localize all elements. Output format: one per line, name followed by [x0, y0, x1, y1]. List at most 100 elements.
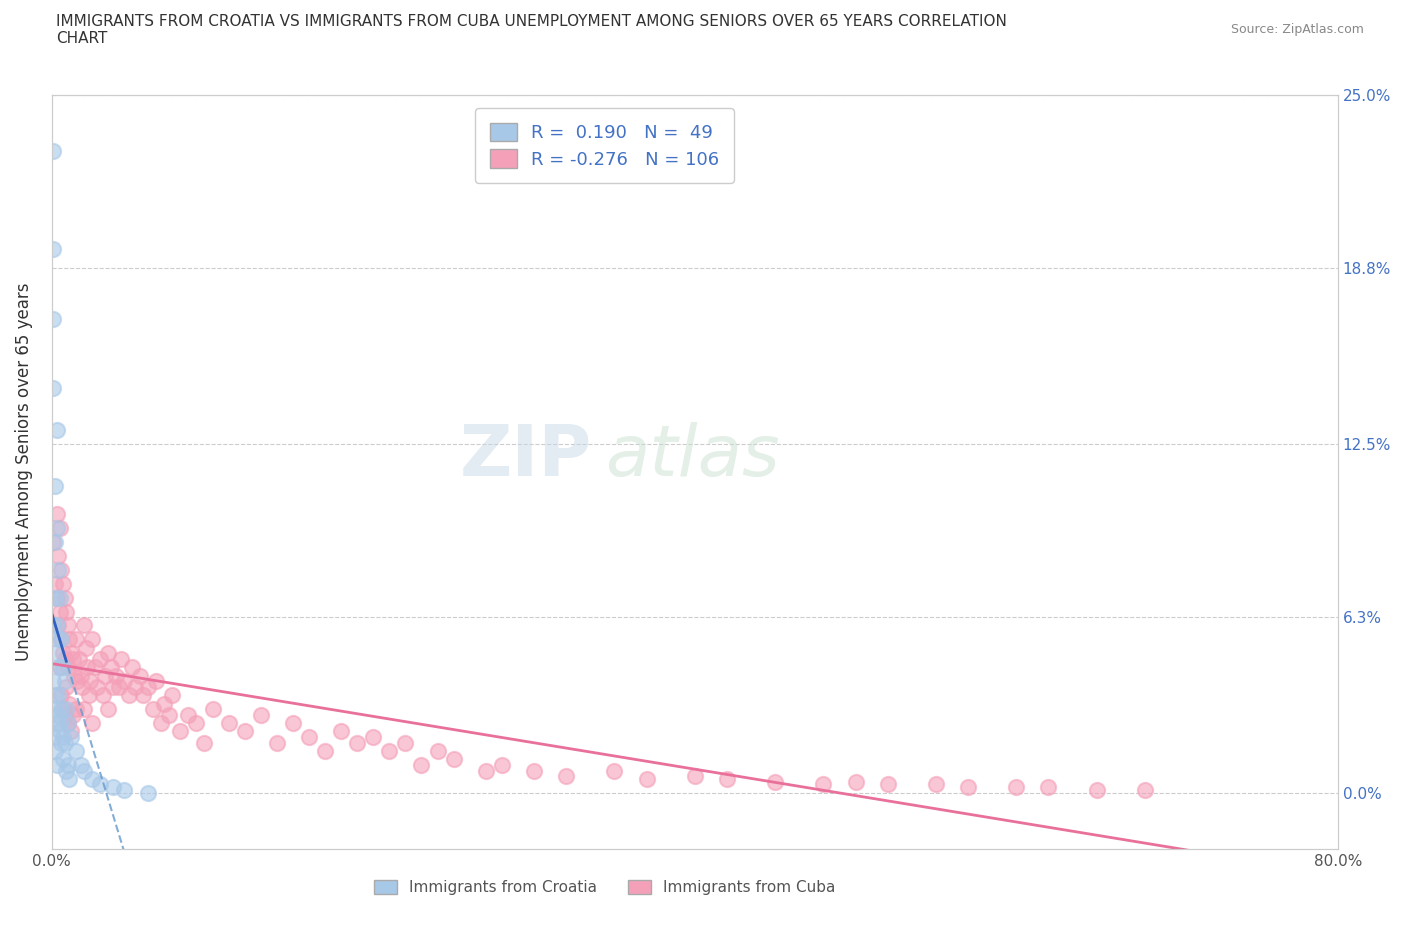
Point [46, 563, 69, 578]
Point [813, 777, 835, 792]
Point [49, 724, 72, 739]
Point [157, 708, 180, 723]
Point [56, 758, 79, 773]
Point [1085, 783, 1108, 798]
Point [763, 775, 786, 790]
Point [136, 786, 159, 801]
Point [69, 669, 91, 684]
Point [603, 764, 626, 778]
Point [49, 660, 72, 675]
Point [53, 591, 76, 605]
Point [683, 769, 706, 784]
Point [266, 736, 288, 751]
Point [51, 688, 73, 703]
Point [65, 702, 87, 717]
Point [46, 618, 69, 633]
Point [45, 716, 67, 731]
Point [84, 660, 107, 675]
Point [46, 632, 69, 647]
Point [52, 730, 75, 745]
Point [201, 702, 224, 717]
Point [45, 423, 67, 438]
Text: atlas: atlas [605, 422, 779, 491]
Point [73, 702, 96, 717]
Point [475, 764, 498, 778]
Point [52, 752, 75, 767]
Point [346, 736, 368, 751]
Point [52, 702, 75, 717]
Point [49, 604, 72, 619]
Point [46, 549, 69, 564]
Point [112, 783, 135, 798]
Point [51, 632, 73, 647]
Point [124, 680, 146, 695]
Point [52, 646, 75, 661]
Point [555, 769, 578, 784]
Point [1038, 780, 1060, 795]
Point [42, 730, 65, 745]
Point [129, 669, 152, 684]
Point [60, 724, 83, 739]
Point [110, 652, 132, 667]
Point [52, 660, 75, 675]
Point [62, 708, 84, 723]
Point [153, 697, 176, 711]
Text: IMMIGRANTS FROM CROATIA VS IMMIGRANTS FROM CUBA UNEMPLOYMENT AMONG SENIORS OVER : IMMIGRANTS FROM CROATIA VS IMMIGRANTS FR… [56, 14, 1007, 46]
Point [177, 708, 200, 723]
Point [101, 780, 124, 795]
Point [426, 744, 449, 759]
Point [45, 618, 67, 633]
Point [46, 708, 69, 723]
Point [73, 618, 96, 633]
Point [162, 688, 184, 703]
Point [65, 632, 87, 647]
Point [62, 652, 84, 667]
Point [66, 674, 89, 689]
Point [361, 730, 384, 745]
Point [73, 764, 96, 778]
Point [42, 535, 65, 550]
Point [97, 646, 120, 661]
Point [150, 716, 173, 731]
Point [1133, 783, 1156, 798]
Point [193, 736, 215, 751]
Point [145, 674, 167, 689]
Point [52, 577, 75, 591]
Point [121, 660, 143, 675]
Point [97, 702, 120, 717]
Point [49, 591, 72, 605]
Point [56, 660, 79, 675]
Point [49, 660, 72, 675]
Point [80, 632, 103, 647]
Point [443, 752, 465, 767]
Point [45, 758, 67, 773]
Point [105, 669, 128, 684]
Point [86, 680, 108, 695]
Point [65, 744, 87, 759]
Point [91, 688, 114, 703]
Point [80, 772, 103, 787]
Point [45, 521, 67, 536]
Point [233, 724, 256, 739]
Point [53, 652, 76, 667]
Point [49, 521, 72, 536]
Point [72, 680, 94, 695]
Point [67, 652, 90, 667]
Point [249, 708, 271, 723]
Point [281, 716, 304, 731]
Point [44, 535, 66, 550]
Point [716, 772, 738, 787]
Point [330, 724, 353, 739]
Point [77, 688, 100, 703]
Point [60, 730, 83, 745]
Point [60, 646, 83, 661]
Point [44, 479, 66, 494]
Point [132, 688, 155, 703]
Point [957, 780, 980, 795]
Point [55, 680, 77, 695]
Point [378, 744, 401, 759]
Point [112, 674, 135, 689]
Point [100, 660, 122, 675]
Point [76, 660, 98, 675]
Point [411, 758, 433, 773]
